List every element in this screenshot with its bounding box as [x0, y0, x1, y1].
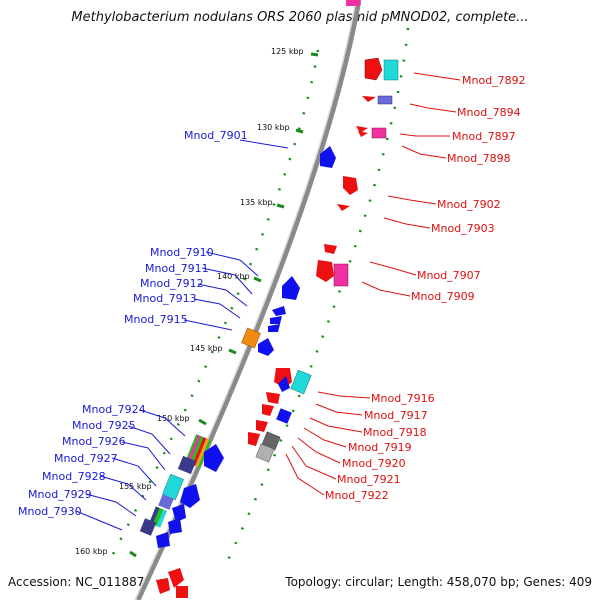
tick-label: 150 kbp [157, 414, 190, 423]
gene-label[interactable]: Mnod_7903 [431, 222, 495, 235]
gene-purple-block-1[interactable] [377, 95, 393, 105]
gene-label[interactable]: Mnod_7892 [462, 74, 526, 87]
gene-label[interactable]: Mnod_7897 [452, 130, 516, 143]
gene-mnod-7902[interactable] [343, 176, 358, 195]
gene-mnod-7929[interactable] [158, 494, 174, 510]
gene-label[interactable]: Mnod_7929 [28, 488, 92, 501]
tick-label: 125 kbp [271, 47, 304, 56]
gene-label[interactable]: Mnod_7930 [18, 505, 82, 518]
gene-cyan-block-1[interactable] [383, 59, 399, 81]
gene-blue-145[interactable] [258, 338, 274, 356]
gene-mnod-7928[interactable] [180, 484, 200, 508]
gene-label[interactable]: Mnod_7912 [140, 277, 204, 290]
gene-bottom-red-2[interactable] [156, 578, 170, 594]
gene-mnod-7925[interactable] [204, 444, 224, 472]
gene-mnod-7901[interactable] [320, 146, 336, 168]
gene-label[interactable]: Mnod_7916 [371, 392, 435, 405]
gene-label[interactable]: Mnod_7902 [437, 198, 501, 211]
gene-label[interactable]: Mnod_7921 [337, 473, 401, 486]
gene-mnod-7903[interactable] [337, 204, 350, 211]
gene-blue-160[interactable] [156, 532, 170, 548]
gene-mnod-7918[interactable] [262, 404, 274, 416]
reverse-strand-features [156, 0, 399, 598]
gene-red-small-2[interactable] [324, 244, 337, 254]
tick-label: 130 kbp [257, 123, 290, 132]
gene-mnod-7898[interactable] [371, 127, 387, 139]
right-gene-labels: Mnod_7892 Mnod_7894 Mnod_7897 Mnod_7898 … [325, 74, 526, 502]
gene-blue-155a[interactable] [172, 504, 186, 522]
gene-label[interactable]: Mnod_7922 [325, 489, 389, 502]
gene-mnod-7910[interactable] [282, 276, 300, 300]
gene-blue-red-track-1[interactable] [278, 376, 290, 392]
right-leader-lines [285, 72, 461, 496]
gene-mnod-7917[interactable] [266, 392, 280, 404]
gene-mnod-7907[interactable] [316, 260, 334, 282]
gene-bottom-red-3[interactable] [176, 586, 188, 598]
gene-mnod-7909[interactable] [333, 263, 349, 287]
tick-label: 145 kbp [190, 344, 223, 353]
gene-mnod-7919[interactable] [256, 420, 268, 432]
gene-mnod-7913[interactable] [268, 324, 280, 332]
gene-label[interactable]: Mnod_7925 [72, 419, 136, 432]
gene-label[interactable]: Mnod_7911 [145, 262, 209, 275]
gene-label[interactable]: Mnod_7898 [447, 152, 511, 165]
gene-label[interactable]: Mnod_7915 [124, 313, 188, 326]
gene-label[interactable]: Mnod_7917 [364, 409, 428, 422]
gene-label[interactable]: Mnod_7910 [150, 246, 214, 259]
accession-text: Accession: NC_011887 [8, 575, 145, 589]
gene-label[interactable]: Mnod_7894 [457, 106, 521, 119]
gc-track-inner [108, 49, 320, 561]
gene-red-small-1[interactable] [358, 131, 368, 137]
gene-label[interactable]: Mnod_7926 [62, 435, 126, 448]
gene-label[interactable]: Mnod_7918 [363, 426, 427, 439]
gene-label[interactable]: Mnod_7927 [54, 452, 118, 465]
gene-label[interactable]: Mnod_7919 [348, 441, 412, 454]
gene-label[interactable]: Mnod_7901 [184, 129, 248, 142]
gene-mnod-7930[interactable] [139, 518, 157, 536]
gene-label[interactable]: Mnod_7907 [417, 269, 481, 282]
topology-text: Topology: circular; Length: 458,070 bp; … [285, 575, 592, 589]
tick-label: 155 kbp [119, 482, 152, 491]
gene-blue-155b[interactable] [168, 518, 182, 534]
left-leader-lines [75, 139, 289, 531]
gene-mnod-7892[interactable] [364, 57, 383, 81]
gene-mnod-7922[interactable] [255, 443, 275, 463]
gene-bottom-red-1[interactable] [168, 568, 184, 588]
gene-mnod-7894[interactable] [362, 96, 376, 102]
left-gene-labels: Mnod_7901 Mnod_7910 Mnod_7911 Mnod_7912 … [18, 129, 248, 518]
gene-mnod-7911[interactable] [272, 306, 286, 316]
tick-label: 140 kbp [217, 272, 250, 281]
gene-mnod-7926[interactable] [177, 455, 197, 475]
gene-label[interactable]: Mnod_7909 [411, 290, 475, 303]
gene-top-pink[interactable] [346, 0, 360, 6]
tick-label: 135 kbp [240, 198, 273, 207]
gene-mnod-7912[interactable] [270, 316, 282, 324]
forward-strand-features [139, 146, 336, 548]
gene-mnod-7915[interactable] [241, 327, 261, 349]
gene-cyan-block-2[interactable] [290, 369, 312, 395]
tick-label: 160 kbp [75, 547, 108, 556]
gene-label[interactable]: Mnod_7928 [42, 470, 106, 483]
map-title: Methylobacterium nodulans ORS 2060 plasm… [71, 10, 529, 25]
gene-label[interactable]: Mnod_7920 [342, 457, 406, 470]
gene-mnod-7920[interactable] [248, 432, 260, 446]
gene-label[interactable]: Mnod_7924 [82, 403, 146, 416]
gene-blue-in-red-track[interactable] [276, 408, 292, 424]
gene-label[interactable]: Mnod_7913 [133, 292, 197, 305]
